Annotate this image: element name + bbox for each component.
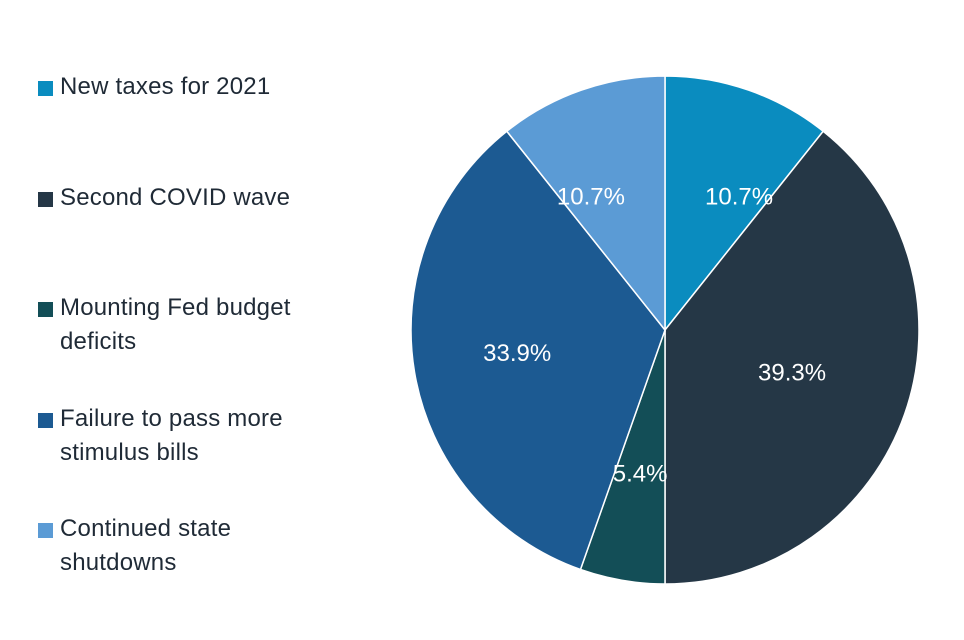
pie-data-labels: 10.7% 39.3% 5.4% 33.9% 10.7% [483,183,826,487]
legend-item-fed-budget-deficits: Mounting Fed budget deficits [38,291,350,359]
data-label-fed-budget-deficits: 5.4% [613,461,668,488]
data-label-state-shutdowns: 10.7% [557,183,625,210]
data-label-second-covid-wave: 39.3% [758,360,826,387]
legend-label-fed-budget-deficits: Mounting Fed budget deficits [60,294,291,355]
legend-swatch-stimulus-bills [38,413,53,428]
legend-label-new-taxes: New taxes for 2021 [60,73,271,100]
pie-slice-state-shutdowns [505,75,666,333]
pie-slice-stimulus-bills [410,130,666,571]
pie-slice-new-taxes [664,75,825,333]
legend-item-second-covid-wave: Second COVID wave [38,181,350,215]
pie-slices [410,75,920,585]
legend-swatch-second-covid-wave [38,192,53,207]
legend-label-state-shutdowns: Continued state shutdowns [60,515,232,576]
legend-item-stimulus-bills: Failure to pass more stimulus bills [38,402,350,470]
legend-swatch-new-taxes [38,81,53,96]
pie-slice-second-covid-wave [664,130,920,585]
legend-item-new-taxes: New taxes for 2021 [38,70,350,104]
legend-label-stimulus-bills: Failure to pass more stimulus bills [60,405,283,466]
legend-label-second-covid-wave: Second COVID wave [60,184,291,211]
data-label-stimulus-bills: 33.9% [483,340,551,367]
legend-item-state-shutdowns: Continued state shutdowns [38,512,350,580]
legend-swatch-fed-budget-deficits [38,302,53,317]
data-label-new-taxes: 10.7% [705,183,773,210]
chart-legend: New taxes for 2021 Second COVID wave Mou… [38,0,398,640]
legend-swatch-state-shutdowns [38,523,53,538]
